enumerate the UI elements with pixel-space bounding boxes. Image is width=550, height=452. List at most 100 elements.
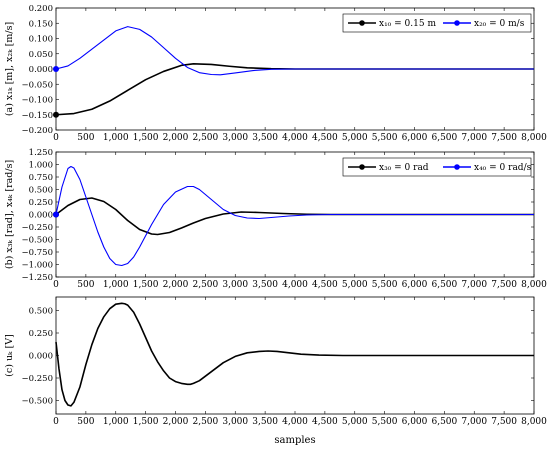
legend-box <box>342 13 532 33</box>
x-tick-label: 6,500 <box>431 417 457 427</box>
x-tick-label: 3,500 <box>252 280 278 290</box>
series-line <box>55 63 534 116</box>
y-tick-label: −1.250 <box>22 273 53 283</box>
x-tick-label: 5,000 <box>342 133 368 143</box>
x-tick-label: 1,000 <box>103 417 129 427</box>
legend: x₁₀ = 0.15 m x₂₀ = 0 m/s <box>342 13 532 33</box>
y-tick-label: 0.100 <box>29 35 53 45</box>
y-tick-label: −0.150 <box>22 111 53 121</box>
x-tick-label: 1,500 <box>133 417 159 427</box>
series-line <box>55 302 534 407</box>
x-tick-label: 5,000 <box>342 280 368 290</box>
y-tick-label: 0.500 <box>29 307 53 317</box>
y-tick-label: 0.000 <box>29 65 53 75</box>
x-axis-title: samples <box>274 435 315 446</box>
x-tick-label: 6,000 <box>402 280 428 290</box>
y-tick-label: 0.250 <box>29 198 53 208</box>
y-axis-title: (b) x₃ₖ [rad], x₄ₖ [rad/s] <box>4 160 15 269</box>
x-tick-label: 4,500 <box>312 280 338 290</box>
series-line <box>55 197 534 236</box>
y-tick-label: −1.000 <box>22 261 53 271</box>
legend-label: x₃₀ = 0 rad <box>379 163 429 173</box>
y-tick-label: −0.750 <box>22 248 53 258</box>
x-tick-label: 8,000 <box>521 417 547 427</box>
y-tick-label: −0.250 <box>22 223 53 233</box>
x-tick-label: 500 <box>77 417 94 427</box>
y-tick-label: 0.500 <box>29 186 53 196</box>
legend: x₃₀ = 0 rad x₄₀ = 0 rad/s <box>342 157 532 177</box>
x-tick-label: 2,000 <box>163 280 189 290</box>
y-axis-title: (c) uₖ [V] <box>4 334 15 377</box>
x-tick-label: 0 <box>53 417 59 427</box>
y-tick-label: 0.750 <box>29 173 53 183</box>
y-axis-title: (a) x₁ₖ [m], x₂ₖ [m/s] <box>4 22 15 116</box>
y-tick-label: −0.250 <box>22 374 53 384</box>
legend-marker <box>359 20 365 26</box>
x-tick-label: 3,000 <box>222 280 248 290</box>
panel-c: 0 500 1,000 1,500 2,000 2,500 3,000 3,500 4,000 4… <box>4 296 547 427</box>
series-start-marker <box>53 66 59 72</box>
x-tick-label: 0 <box>53 133 59 143</box>
x-tick-label: 2,500 <box>192 417 218 427</box>
y-tick-label: 0.000 <box>29 211 53 221</box>
x-tick-label: 3,000 <box>222 417 248 427</box>
x-tick-label: 8,000 <box>521 280 547 290</box>
y-tick-label: 1.250 <box>29 148 53 158</box>
y-tick-label: −0.050 <box>22 80 53 90</box>
legend-box <box>342 157 532 177</box>
panel-a: 0 500 1,000 1,500 2,000 2,500 3,000 3,500 4,000 4… <box>4 4 547 143</box>
y-tick-label: 0.000 <box>29 352 53 362</box>
y-tick-label: −0.100 <box>22 96 53 106</box>
x-tick-label: 6,500 <box>431 280 457 290</box>
series-line <box>55 165 534 267</box>
x-tick-label: 1,000 <box>103 133 129 143</box>
x-tick-label: 8,000 <box>521 133 547 143</box>
series-start-marker <box>53 211 59 218</box>
x-tick-label: 2,500 <box>192 280 218 290</box>
x-tick-label: 6,000 <box>402 133 428 143</box>
legend-marker <box>359 164 365 170</box>
x-tick-label: 5,500 <box>372 280 398 290</box>
x-tick-label: 4,500 <box>312 133 338 143</box>
legend-label: x₄₀ = 0 rad/s <box>474 163 532 173</box>
y-tick-label: −0.500 <box>22 236 53 246</box>
x-tick-label: 7,500 <box>491 280 517 290</box>
x-tick-label: 0 <box>53 280 59 290</box>
x-tick-label: 5,500 <box>372 417 398 427</box>
x-tick-label: 500 <box>77 280 94 290</box>
x-tick-label: 3,000 <box>222 133 248 143</box>
x-tick-label: 3,500 <box>252 133 278 143</box>
panel-b: 0 500 1,000 1,500 2,000 2,500 3,000 3,500 4,000 4… <box>4 148 547 290</box>
y-tick-label: 1.000 <box>29 161 53 171</box>
y-tick-label: 0.150 <box>29 19 53 29</box>
x-tick-label: 1,000 <box>103 280 129 290</box>
x-tick-label: 2,500 <box>192 133 218 143</box>
y-tick-label: −0.500 <box>22 397 53 407</box>
legend-label: x₁₀ = 0.15 m <box>379 19 436 29</box>
legend-label: x₂₀ = 0 m/s <box>474 19 525 29</box>
x-tick-label: 6,500 <box>431 133 457 143</box>
legend-marker <box>454 164 460 170</box>
x-tick-label: 7,500 <box>491 417 517 427</box>
legend-marker <box>454 20 460 26</box>
x-tick-label: 500 <box>77 133 94 143</box>
x-tick-label: 7,500 <box>491 133 517 143</box>
x-tick-label: 1,500 <box>133 280 159 290</box>
x-tick-label: 7,000 <box>461 417 487 427</box>
x-tick-label: 7,000 <box>461 280 487 290</box>
y-tick-label: 0.250 <box>29 329 53 339</box>
x-tick-label: 1,500 <box>133 133 159 143</box>
x-tick-label: 4,500 <box>312 417 338 427</box>
y-tick-label: 0.050 <box>29 50 53 60</box>
x-tick-label: 2,000 <box>163 133 189 143</box>
y-tick-label: −0.200 <box>22 126 53 136</box>
x-tick-label: 6,000 <box>402 417 428 427</box>
x-tick-label: 5,000 <box>342 417 368 427</box>
x-tick-label: 4,000 <box>282 280 308 290</box>
x-tick-label: 7,000 <box>461 133 487 143</box>
x-tick-label: 5,500 <box>372 133 398 143</box>
series-line <box>55 26 534 76</box>
x-tick-label: 4,000 <box>282 133 308 143</box>
y-tick-label: 0.200 <box>29 4 53 14</box>
